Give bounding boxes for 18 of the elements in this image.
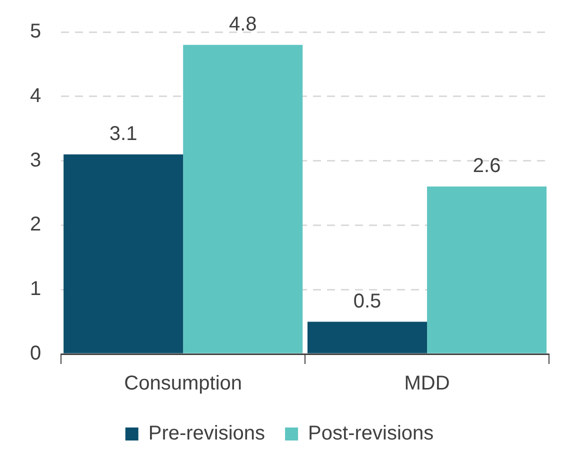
- bar: [183, 44, 303, 354]
- x-tick-label: Consumption: [124, 372, 242, 395]
- legend-label: Post-revisions: [308, 422, 434, 445]
- legend-label: Pre-revisions: [148, 422, 266, 445]
- data-label: 2.6: [472, 155, 501, 178]
- bar: [308, 322, 428, 354]
- x-tick-label: MDD: [404, 372, 450, 395]
- y-tick-label: 4: [30, 84, 42, 107]
- bar: [64, 154, 184, 354]
- y-tick-label: 2: [30, 214, 42, 236]
- y-tick-label: 0: [30, 342, 42, 365]
- bar: [427, 186, 547, 354]
- data-label: 0.5: [353, 290, 382, 312]
- y-tick-label: 3: [30, 149, 42, 172]
- y-tick-label: 5: [30, 20, 42, 43]
- data-label: 4.8: [228, 13, 257, 36]
- y-tick-label: 1: [30, 278, 42, 300]
- data-label: 3.1: [109, 122, 138, 145]
